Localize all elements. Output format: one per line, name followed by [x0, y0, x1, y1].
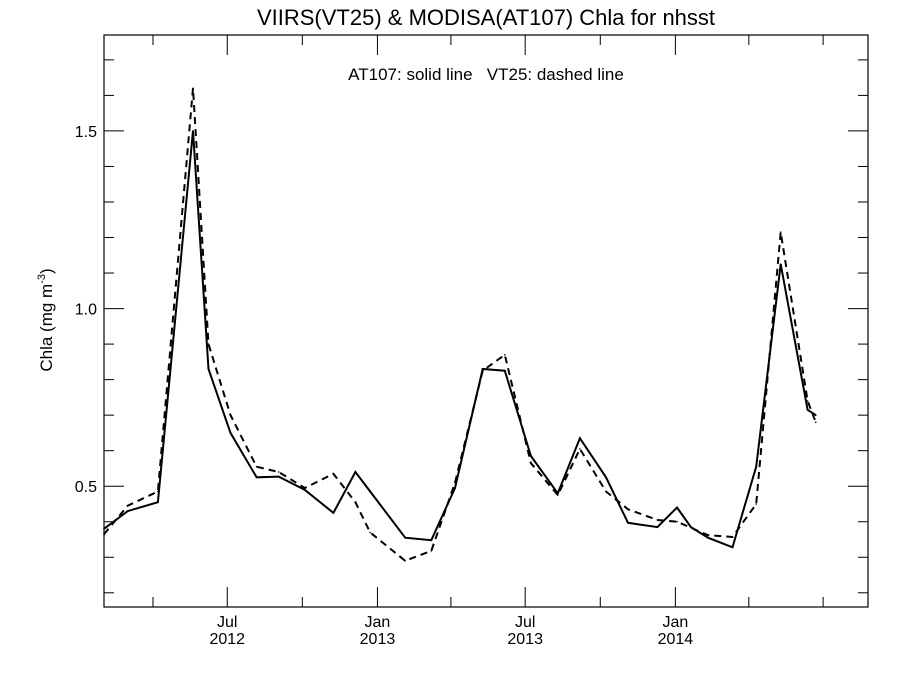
x-tick-label-month: Jul — [217, 614, 237, 631]
data-point-at107 — [192, 130, 194, 132]
data-point-vt25 — [192, 87, 194, 90]
data-point-vt25 — [755, 503, 757, 505]
y-axis-label: Chla (mg m-3) — [36, 268, 56, 371]
data-point-at107 — [676, 506, 678, 509]
data-point-vt25 — [454, 481, 456, 484]
data-point-vt25 — [557, 494, 559, 496]
data-series — [103, 87, 817, 562]
data-point-vt25 — [229, 414, 232, 416]
data-point-vt25 — [579, 448, 581, 450]
series-line-vt25 — [103, 88, 817, 562]
data-point-at107 — [229, 432, 232, 434]
y-tick-label: 1.5 — [75, 124, 97, 141]
x-tick-label-year: 2013 — [360, 631, 396, 648]
data-point-vt25 — [303, 487, 306, 489]
data-point-vt25 — [707, 534, 709, 537]
data-point-vt25 — [207, 343, 210, 345]
data-point-at107 — [707, 536, 709, 539]
data-point-at107 — [530, 455, 532, 457]
data-point-at107 — [779, 263, 782, 265]
data-point-vt25 — [126, 504, 129, 507]
data-point-vt25 — [369, 531, 371, 534]
data-point-vt25 — [157, 490, 159, 493]
data-point-at107 — [255, 476, 258, 479]
data-point-at107 — [579, 437, 581, 440]
x-tick-label-year: 2012 — [209, 631, 245, 648]
data-point-vt25 — [481, 369, 484, 372]
data-point-at107 — [404, 536, 406, 539]
data-point-at107 — [605, 476, 607, 479]
data-point-vt25 — [354, 501, 357, 503]
plot-frame — [103, 34, 869, 608]
data-point-vt25 — [430, 550, 433, 552]
data-point-at107 — [454, 487, 456, 489]
data-point-at107 — [690, 526, 692, 528]
data-point-vt25 — [814, 421, 817, 424]
data-point-vt25 — [806, 400, 809, 402]
data-point-at107 — [430, 539, 433, 542]
data-point-vt25 — [627, 508, 629, 511]
data-point-vt25 — [277, 471, 280, 473]
data-point-at107 — [157, 501, 159, 503]
chart-title: VIIRS(VT25) & MODISA(AT107) Chla for nhs… — [257, 5, 715, 30]
series-line-at107 — [103, 130, 817, 549]
data-point-at107 — [207, 368, 210, 370]
data-point-at107 — [627, 521, 629, 524]
data-point-at107 — [354, 471, 357, 473]
data-point-vt25 — [676, 520, 678, 523]
data-point-vt25 — [255, 465, 258, 468]
y-tick-label: 1.0 — [75, 302, 97, 319]
data-point-at107 — [806, 409, 809, 411]
data-point-vt25 — [605, 490, 607, 493]
line-style-annotation: AT107: solid line VT25: dashed line — [348, 65, 624, 84]
y-axis-label-main: Chla (mg m — [37, 284, 56, 372]
data-point-at107 — [332, 512, 335, 514]
data-point-vt25 — [332, 472, 335, 475]
data-point-vt25 — [503, 353, 506, 356]
data-point-vt25 — [731, 536, 734, 538]
data-point-vt25 — [656, 519, 659, 521]
data-point-at107 — [126, 510, 129, 512]
data-point-at107 — [731, 546, 734, 549]
data-point-at107 — [656, 526, 659, 528]
data-point-vt25 — [779, 231, 782, 233]
y-axis-label-superscript: -3 — [36, 274, 48, 284]
y-axis-label-suffix: ) — [37, 268, 56, 274]
data-point-at107 — [303, 488, 306, 491]
data-point-at107 — [503, 369, 506, 372]
x-tick-label-month: Jan — [365, 614, 391, 631]
data-point-vt25 — [404, 560, 406, 562]
data-point-at107 — [277, 475, 280, 478]
x-tick-label-month: Jul — [515, 614, 535, 631]
x-tick-label-year: 2014 — [658, 631, 694, 648]
data-point-at107 — [481, 368, 484, 370]
data-point-at107 — [814, 414, 817, 416]
x-tick-label-month: Jan — [662, 614, 688, 631]
y-tick-label: 0.5 — [75, 479, 97, 496]
data-point-at107 — [755, 465, 757, 468]
x-tick-label-year: 2013 — [507, 631, 543, 648]
data-point-vt25 — [530, 462, 532, 464]
